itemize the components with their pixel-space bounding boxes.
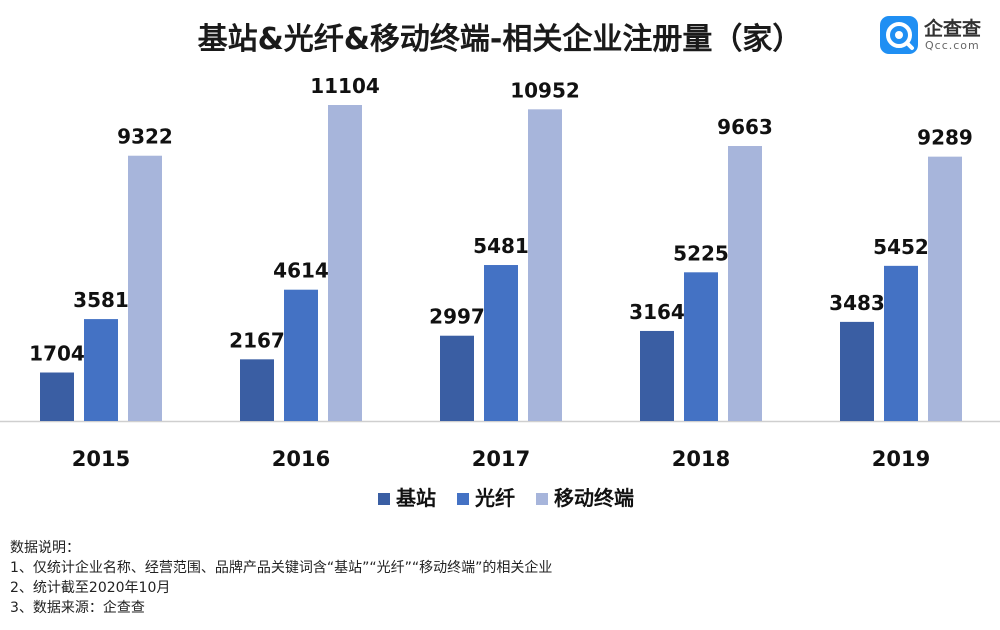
data-label-2018-series-3: 9663 xyxy=(717,115,773,139)
x-tick-label-2017: 2017 xyxy=(472,447,530,471)
notes-line-1: 1、仅统计企业名称、经营范围、品牌产品关键词含“基站”“光纤”“移动终端”的相关… xyxy=(10,560,553,576)
bar-2015-series-3 xyxy=(128,155,162,422)
bar-2019-series-3 xyxy=(928,156,962,421)
data-label-2016-series-3: 11104 xyxy=(310,74,380,98)
x-tick-label-2016: 2016 xyxy=(272,447,330,471)
bar-2016-series-2 xyxy=(284,289,318,421)
x-tick-label-2018: 2018 xyxy=(672,447,730,471)
bar-2017-series-3 xyxy=(528,109,562,421)
data-label-2017-series-3: 10952 xyxy=(510,78,580,102)
bar-2018-series-2 xyxy=(684,272,718,421)
notes-line-3: 3、数据来源：企查查 xyxy=(10,600,145,616)
legend-label-3: 移动终端 xyxy=(554,486,634,510)
legend-swatch-1 xyxy=(378,493,390,505)
legend-swatch-2 xyxy=(457,493,469,505)
legend-label-2: 光纤 xyxy=(474,486,515,510)
data-label-2016-series-2: 4614 xyxy=(273,259,329,283)
logo-url: Qcc.com xyxy=(925,39,980,52)
notes-heading: 数据说明： xyxy=(10,540,80,556)
legend-label-1: 基站 xyxy=(396,486,436,510)
data-label-2019-series-3: 9289 xyxy=(917,126,973,150)
legend-swatch-3 xyxy=(536,493,548,505)
data-label-2019-series-2: 5452 xyxy=(873,235,929,259)
bar-2018-series-3 xyxy=(728,146,762,421)
data-label-2018-series-2: 5225 xyxy=(673,241,729,265)
data-label-2019-series-1: 3483 xyxy=(829,291,885,315)
qcc-logo: 企查查 Qcc.com xyxy=(880,14,990,58)
bar-chart: 1704 3581 9322 2015 2167 4614 11104 2016 2997 548… xyxy=(0,74,1000,510)
qcc-logo-icon xyxy=(880,16,918,54)
x-tick-label-2015: 2015 xyxy=(72,447,130,471)
data-label-2017-series-1: 2997 xyxy=(429,305,485,329)
data-label-2015-series-1: 1704 xyxy=(29,342,85,366)
data-label-2015-series-2: 3581 xyxy=(73,288,129,312)
chart-title: 基站&光纤&移动终端-相关企业注册量（家） xyxy=(197,22,803,57)
x-tick-label-2019: 2019 xyxy=(872,447,930,471)
bar-2016-series-3 xyxy=(328,105,362,421)
bar-2018-series-1 xyxy=(640,330,674,421)
bar-2015-series-2 xyxy=(84,319,118,421)
data-label-2018-series-1: 3164 xyxy=(629,300,685,324)
data-label-2017-series-2: 5481 xyxy=(473,234,529,258)
bar-2015-series-1 xyxy=(40,372,74,421)
bar-2016-series-1 xyxy=(240,359,274,421)
data-label-2015-series-3: 9322 xyxy=(117,125,173,149)
bar-2019-series-1 xyxy=(840,321,874,421)
bar-2017-series-2 xyxy=(484,265,518,421)
logo-name: 企查查 xyxy=(924,18,982,40)
data-notes: 数据说明： 1、仅统计企业名称、经营范围、品牌产品关键词含“基站”“光纤”“移动… xyxy=(10,538,552,618)
data-label-2016-series-1: 2167 xyxy=(229,328,285,352)
bar-2017-series-1 xyxy=(440,335,474,421)
bar-2019-series-2 xyxy=(884,265,918,421)
notes-line-2: 2、统计截至2020年10月 xyxy=(10,580,171,596)
